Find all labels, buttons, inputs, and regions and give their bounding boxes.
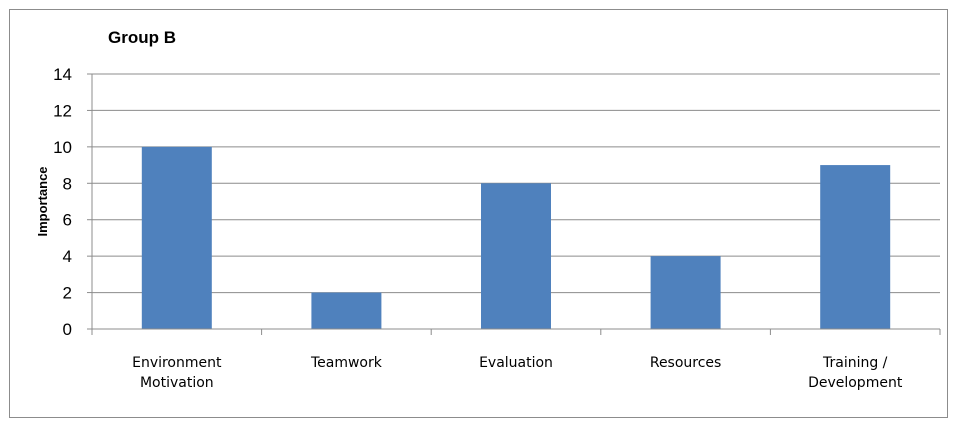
bar-series (141, 146, 891, 329)
y-axis-label: Importance (35, 166, 50, 236)
y-tick-label: 14 (53, 65, 72, 84)
y-tick-label: 0 (63, 320, 72, 339)
axes (87, 73, 941, 335)
bar (820, 165, 891, 329)
x-tick-label: Environment (132, 355, 222, 371)
bar (311, 292, 382, 329)
y-tick-label: 2 (63, 284, 72, 303)
chart-title: Group B (108, 28, 176, 47)
bar (481, 183, 551, 329)
y-tick-label: 8 (63, 174, 72, 193)
bar (141, 146, 212, 329)
x-tick-label: Evaluation (479, 355, 553, 371)
x-tick-label: Development (808, 375, 903, 391)
y-tick-label: 6 (63, 211, 72, 230)
y-tick-label: 4 (63, 247, 72, 266)
bar (650, 256, 721, 329)
y-tick-labels: 0 2 4 6 8 10 12 14 (53, 65, 72, 339)
y-tick-label: 10 (53, 138, 72, 157)
x-tick-label: Teamwork (310, 355, 383, 371)
x-tick-labels: Environment Motivation Teamwork Evaluation R… (132, 355, 903, 391)
y-tick-label: 12 (53, 101, 72, 120)
x-tick-label: Training / (822, 355, 888, 371)
x-tick-label: Resources (650, 355, 722, 371)
x-tick-label: Motivation (140, 375, 214, 391)
